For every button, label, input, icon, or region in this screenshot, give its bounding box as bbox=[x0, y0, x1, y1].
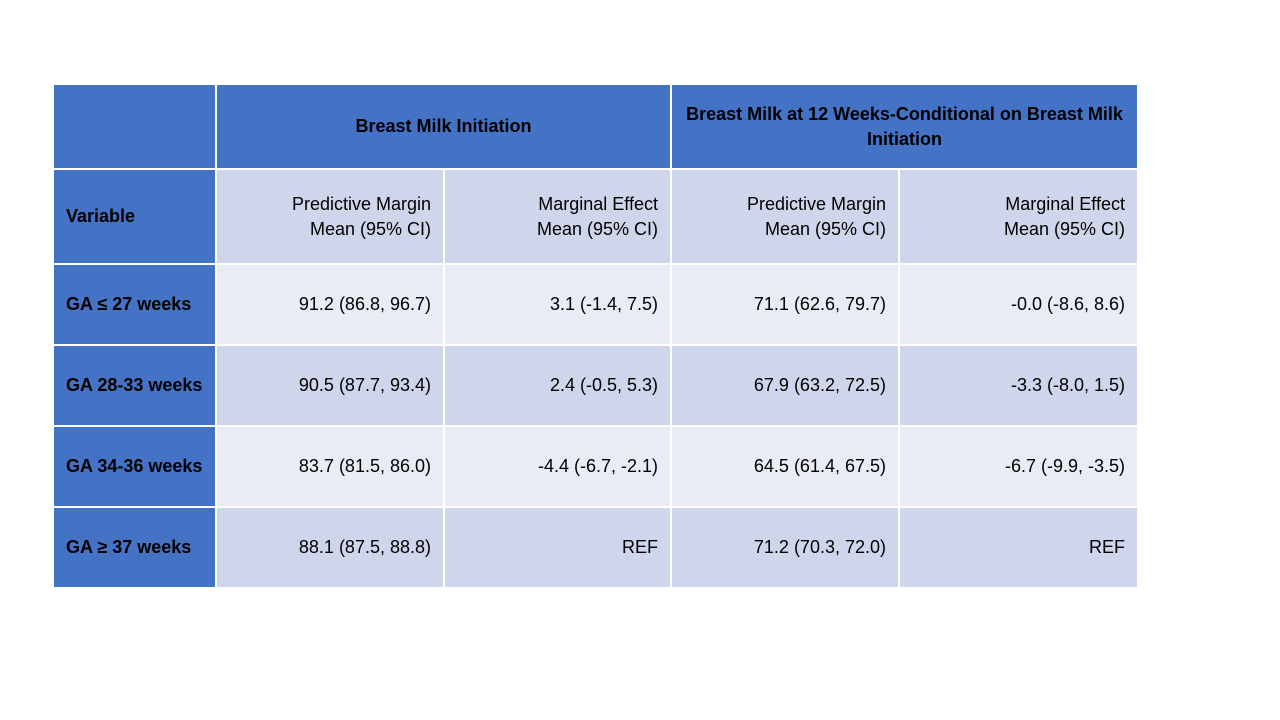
table-row: GA 34-36 weeks 83.7 (81.5, 86.0) -4.4 (-… bbox=[52, 425, 1139, 508]
header-group-12-weeks: Breast Milk at 12 Weeks-Conditional on B… bbox=[670, 83, 1139, 170]
table-cell: -0.0 (-8.6, 8.6) bbox=[898, 263, 1139, 346]
table-cell: 88.1 (87.5, 88.8) bbox=[215, 506, 445, 589]
table-cell: REF bbox=[443, 506, 672, 589]
table-cell: 90.5 (87.7, 93.4) bbox=[215, 344, 445, 427]
table-row: GA ≤ 27 weeks 91.2 (86.8, 96.7) 3.1 (-1.… bbox=[52, 263, 1139, 346]
results-table: Breast Milk Initiation Breast Milk at 12… bbox=[52, 83, 1139, 589]
table-cell: REF bbox=[898, 506, 1139, 589]
table-cell: 83.7 (81.5, 86.0) bbox=[215, 425, 445, 508]
table-cell: 71.1 (62.6, 79.7) bbox=[670, 263, 900, 346]
col-header-marginal-effect-1: Marginal Effect Mean (95% CI) bbox=[443, 168, 672, 265]
table-cell: -6.7 (-9.9, -3.5) bbox=[898, 425, 1139, 508]
row-label: GA ≥ 37 weeks bbox=[52, 506, 217, 589]
table-cell: 67.9 (63.2, 72.5) bbox=[670, 344, 900, 427]
row-label: GA ≤ 27 weeks bbox=[52, 263, 217, 346]
col-header-predictive-margin-1: Predictive Margin Mean (95% CI) bbox=[215, 168, 445, 265]
header-empty-cell bbox=[52, 83, 217, 170]
col-header-predictive-margin-2: Predictive Margin Mean (95% CI) bbox=[670, 168, 900, 265]
table-cell: 91.2 (86.8, 96.7) bbox=[215, 263, 445, 346]
table-cell: 64.5 (61.4, 67.5) bbox=[670, 425, 900, 508]
table-cell: 71.2 (70.3, 72.0) bbox=[670, 506, 900, 589]
table-row: GA ≥ 37 weeks 88.1 (87.5, 88.8) REF 71.2… bbox=[52, 506, 1139, 589]
row-label: GA 28-33 weeks bbox=[52, 344, 217, 427]
col-header-marginal-effect-2: Marginal Effect Mean (95% CI) bbox=[898, 168, 1139, 265]
table-cell: -3.3 (-8.0, 1.5) bbox=[898, 344, 1139, 427]
variable-header: Variable bbox=[52, 168, 217, 265]
table-cell: 3.1 (-1.4, 7.5) bbox=[443, 263, 672, 346]
row-label: GA 34-36 weeks bbox=[52, 425, 217, 508]
table-cell: 2.4 (-0.5, 5.3) bbox=[443, 344, 672, 427]
table-header-row: Breast Milk Initiation Breast Milk at 12… bbox=[52, 83, 1139, 170]
header-group-initiation: Breast Milk Initiation bbox=[215, 83, 672, 170]
table-cell: -4.4 (-6.7, -2.1) bbox=[443, 425, 672, 508]
table-subheader-row: Variable Predictive Margin Mean (95% CI)… bbox=[52, 168, 1139, 265]
table-row: GA 28-33 weeks 90.5 (87.7, 93.4) 2.4 (-0… bbox=[52, 344, 1139, 427]
